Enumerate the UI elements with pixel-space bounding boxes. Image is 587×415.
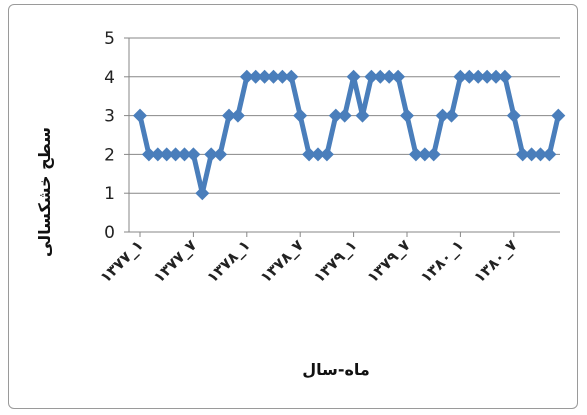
data-point-24 xyxy=(346,69,361,84)
data-point-28 xyxy=(382,69,397,84)
x-tick-label-0: ۱۳۷۷_۱ xyxy=(96,236,146,286)
data-point-21 xyxy=(319,147,334,162)
y-tick-label-1: 1 xyxy=(104,184,115,204)
data-point-22 xyxy=(328,108,343,123)
data-point-15 xyxy=(266,69,281,84)
data-point-1 xyxy=(141,147,156,162)
data-point-20 xyxy=(311,147,325,162)
data-point-3 xyxy=(159,147,174,162)
data-point-45 xyxy=(533,147,548,162)
y-axis-title: سطح خشکسالی xyxy=(35,127,54,257)
data-point-6 xyxy=(186,147,201,162)
data-point-40 xyxy=(489,69,503,84)
data-point-46 xyxy=(542,147,557,162)
data-point-37 xyxy=(462,69,477,84)
data-point-8 xyxy=(204,147,219,162)
data-point-38 xyxy=(471,69,486,84)
data-point-19 xyxy=(302,147,317,162)
data-point-47 xyxy=(551,108,566,123)
data-point-44 xyxy=(524,147,539,162)
data-point-17 xyxy=(284,69,299,84)
x-tick-label-2: ۱۳۷۸_۱ xyxy=(203,236,253,286)
data-point-25 xyxy=(355,108,370,123)
x-tick-label-5: ۱۳۷۹_۷ xyxy=(363,236,413,286)
data-point-43 xyxy=(515,147,530,162)
data-point-34 xyxy=(435,108,450,123)
data-point-13 xyxy=(248,69,263,84)
data-point-18 xyxy=(293,108,308,123)
data-point-42 xyxy=(506,108,521,123)
x-tick-labels: ۱۳۷۷_۱ ۱۳۷۷_۷ ۱۳۷۸_۱ ۱۳۷۸_۷ ۱۳۷۹_۱ ۱۳۷۹_۷ ۱۳۸۰… xyxy=(96,236,520,286)
data-point-41 xyxy=(497,69,512,84)
y-tick-label-2: 2 xyxy=(104,145,115,165)
data-point-39 xyxy=(480,69,495,84)
data-point-7 xyxy=(195,186,210,201)
data-point-4 xyxy=(168,147,183,162)
data-point-31 xyxy=(408,147,423,162)
x-tick-label-1: ۱۳۷۷_۷ xyxy=(150,236,200,286)
axes xyxy=(124,37,560,237)
data-point-29 xyxy=(391,69,406,84)
x-tick-label-6: ۱۳۸۰_۱ xyxy=(417,236,467,286)
data-point-27 xyxy=(373,69,388,84)
data-point-30 xyxy=(400,108,414,123)
y-tick-label-3: 3 xyxy=(104,107,115,127)
data-point-16 xyxy=(275,69,290,84)
x-tick-label-3: ۱۳۷۸_۷ xyxy=(257,236,307,286)
data-point-5 xyxy=(177,147,192,162)
data-point-23 xyxy=(337,108,352,123)
data-point-32 xyxy=(417,147,432,162)
data-point-9 xyxy=(213,147,228,162)
y-tick-label-0: 0 xyxy=(104,223,115,243)
data-point-14 xyxy=(257,69,272,84)
data-point-26 xyxy=(364,69,379,84)
data-point-35 xyxy=(444,108,459,123)
y-tick-label-4: 4 xyxy=(104,68,115,88)
x-tick-label-7: ۱۳۸۰_۷ xyxy=(470,236,520,286)
data-point-10 xyxy=(222,108,236,123)
data-point-33 xyxy=(426,147,441,162)
data-point-12 xyxy=(239,69,254,84)
y-tick-labels: 0 1 2 3 4 5 xyxy=(104,29,115,243)
data-point-11 xyxy=(230,108,245,123)
data-point-36 xyxy=(453,69,468,84)
series-group xyxy=(133,69,566,201)
series-line-0 xyxy=(137,74,561,196)
x-tick-label-4: ۱۳۷۹_۱ xyxy=(310,236,360,286)
x-axis-title: ماه-سال xyxy=(302,360,370,379)
chart-frame xyxy=(8,4,578,409)
data-point-0 xyxy=(133,108,147,123)
data-point-2 xyxy=(150,147,165,162)
y-tick-label-5: 5 xyxy=(104,29,115,49)
